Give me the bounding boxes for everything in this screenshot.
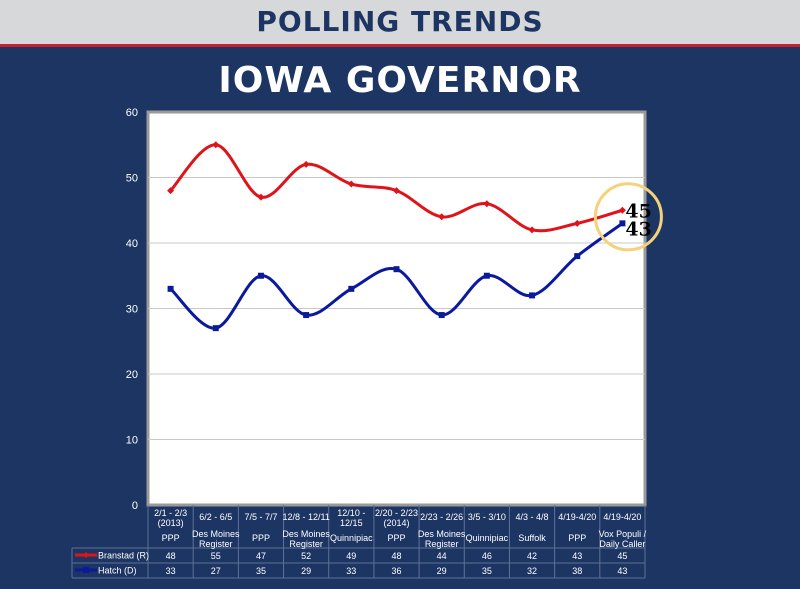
- table-value: 29: [301, 566, 311, 576]
- category-date: 2/20 - 2/23: [375, 508, 418, 518]
- category-date: 4/19-4/20: [558, 512, 596, 522]
- legend-marker: [83, 567, 89, 573]
- category-date: (2013): [158, 518, 184, 528]
- data-point: [438, 213, 446, 221]
- divider: [0, 44, 800, 47]
- data-point: [438, 312, 445, 319]
- highlight-circle: [593, 182, 663, 252]
- data-point: [212, 141, 220, 149]
- data-point: [528, 226, 536, 234]
- data-point: [618, 206, 626, 214]
- table-value: 36: [391, 566, 401, 576]
- category-pollster: Vox Populi /: [599, 529, 647, 539]
- table-value: 45: [617, 551, 627, 561]
- y-tick-label: 40: [126, 238, 138, 250]
- annotation-label: 43: [625, 218, 651, 240]
- data-point: [257, 193, 265, 201]
- category-date: 3/5 - 3/10: [468, 512, 506, 522]
- category-pollster: PPP: [387, 533, 405, 543]
- table-value: 47: [256, 551, 266, 561]
- y-tick-label: 20: [126, 369, 138, 381]
- category-date: 4/19-4/20: [603, 512, 641, 522]
- data-point: [529, 292, 536, 299]
- legend-label: Branstad (R): [98, 551, 149, 561]
- legend-label: Hatch (D): [98, 566, 137, 576]
- table-value: 46: [482, 551, 492, 561]
- category-pollster: PPP: [252, 533, 270, 543]
- category-pollster: Quinnipiac: [330, 533, 373, 543]
- y-tick-label: 30: [126, 304, 138, 316]
- table-value: 38: [572, 566, 582, 576]
- data-point: [483, 272, 490, 279]
- data-point: [574, 253, 581, 260]
- category-date: 12/10 -: [337, 508, 365, 518]
- table-value: 55: [211, 551, 221, 561]
- data-point: [167, 187, 175, 195]
- category-date: 12/8 - 12/11: [282, 512, 329, 522]
- table-value: 48: [391, 551, 401, 561]
- category-pollster: Des Moines: [192, 529, 240, 539]
- category-date: 2/1 - 2/3: [154, 508, 187, 518]
- table-value: 29: [437, 566, 447, 576]
- table-value: 27: [211, 566, 221, 576]
- table-value: 52: [301, 551, 311, 561]
- table-value: 48: [166, 551, 176, 561]
- category-pollster: Suffolk: [518, 533, 546, 543]
- y-tick-label: 60: [126, 107, 138, 119]
- data-point: [302, 160, 310, 168]
- y-tick-label: 50: [126, 173, 138, 185]
- category-pollster: Daily Caller: [599, 539, 645, 549]
- data-point: [347, 180, 355, 188]
- table-value: 43: [617, 566, 627, 576]
- category-date: 6/2 - 6/5: [199, 512, 232, 522]
- data-point: [619, 220, 626, 227]
- annotation-label: 45: [625, 200, 651, 222]
- category-date: 7/5 - 7/7: [244, 512, 277, 522]
- category-pollster: Des Moines: [418, 529, 466, 539]
- table-value: 35: [482, 566, 492, 576]
- category-pollster: Quinnipiac: [466, 533, 509, 543]
- legend-marker: [83, 552, 89, 558]
- category-date: 12/15: [340, 518, 363, 528]
- data-point: [167, 285, 174, 292]
- section-heading: POLLING TRENDS: [256, 5, 544, 38]
- data-point: [483, 200, 491, 208]
- table-value: 43: [572, 551, 582, 561]
- page-title: IOWA GOVERNOR: [218, 60, 582, 101]
- category-date: (2014): [383, 518, 409, 528]
- table-value: 42: [527, 551, 537, 561]
- table-value: 32: [527, 566, 537, 576]
- data-point: [573, 219, 581, 227]
- y-tick-label: 0: [132, 500, 138, 512]
- data-point: [212, 325, 219, 332]
- category-pollster: Register: [425, 539, 459, 549]
- table-value: 35: [256, 566, 266, 576]
- table-value: 33: [346, 566, 356, 576]
- category-pollster: PPP: [568, 533, 586, 543]
- category-pollster: Register: [199, 539, 233, 549]
- top-band: [0, 0, 800, 44]
- data-point: [257, 272, 264, 279]
- table-value: 33: [166, 566, 176, 576]
- table-value: 44: [437, 551, 447, 561]
- series-line-0: [169, 143, 623, 233]
- category-pollster: Register: [289, 539, 323, 549]
- data-point: [303, 312, 310, 319]
- category-pollster: PPP: [162, 533, 180, 543]
- data-point: [393, 266, 400, 273]
- category-date: 4/3 - 4/8: [516, 512, 549, 522]
- data-point: [348, 285, 355, 292]
- data-point: [393, 187, 400, 195]
- y-tick-label: 10: [126, 435, 138, 447]
- category-date: 2/23 - 2/26: [420, 512, 463, 522]
- table-value: 49: [346, 551, 356, 561]
- category-pollster: Des Moines: [282, 529, 330, 539]
